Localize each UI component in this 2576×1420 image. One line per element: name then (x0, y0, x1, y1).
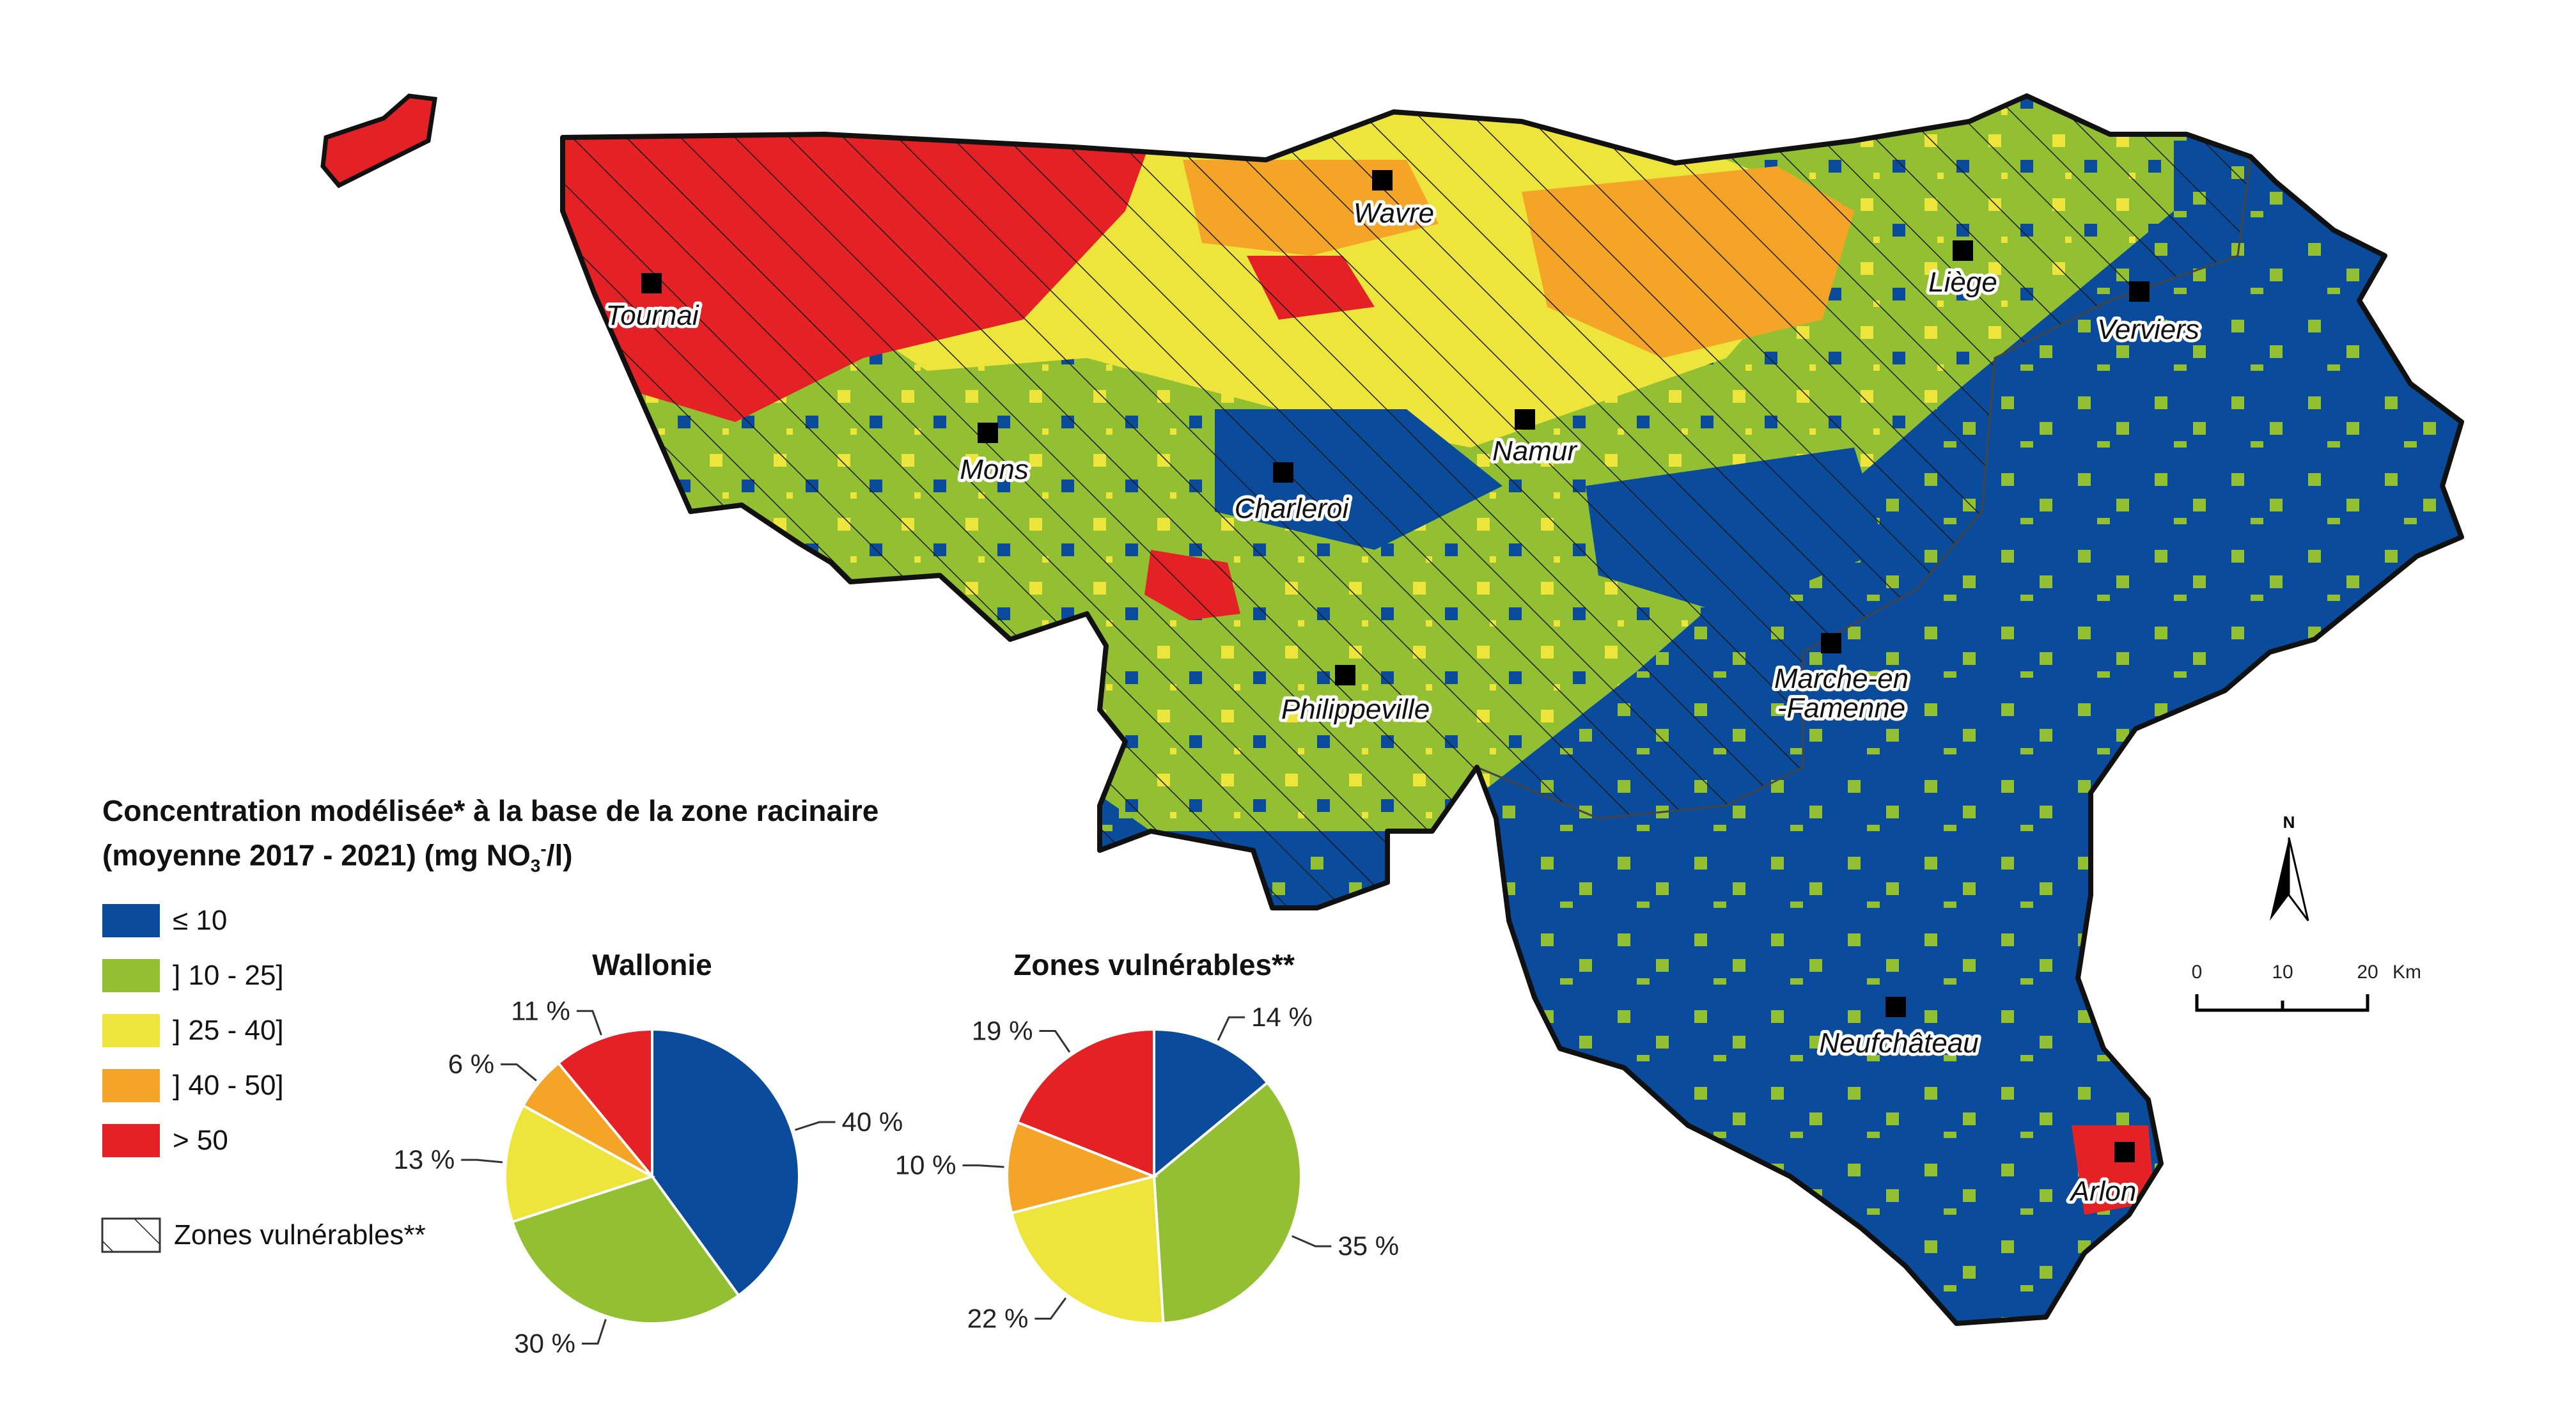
pie-slice-label: 10 % (895, 1150, 956, 1180)
legend-title-line1: Concentration modélisée* à la base de la… (102, 794, 879, 827)
exclave-comines (320, 93, 438, 189)
pie-slice-label: 13 % (393, 1144, 455, 1174)
legend-hatch-swatch (101, 1217, 161, 1253)
legend-title-line2: (moyenne 2017 - 2021) (mg NO3-/l) (102, 830, 878, 886)
pie-leader-line (1217, 1016, 1245, 1042)
city-label-charleroi: Charleroi (1235, 493, 1350, 524)
pie-leader-line (1039, 1030, 1071, 1053)
pie-leader-line (795, 1121, 836, 1131)
scale-tick-0: 0 (2192, 962, 2203, 983)
city-label-arlon: Arlon (2069, 1176, 2137, 1207)
city-label-marche-line2: -Famenne (1777, 692, 1906, 724)
north-arrow-left (2270, 838, 2289, 921)
pie-slice-label: 30 % (514, 1329, 575, 1359)
city-tournai: Tournai (602, 273, 703, 334)
city-label-liege: Liège (1928, 267, 1997, 298)
scale-tick-10: 10 (2272, 962, 2293, 983)
scale-bar: 0 10 20 Km (2192, 962, 2421, 1012)
pie-slice (504, 1104, 656, 1224)
pie-slice-label: 19 % (972, 1016, 1033, 1046)
legend-item-label: ] 25 - 40] (173, 1015, 284, 1046)
legend-swatch (102, 1069, 160, 1102)
legend-item-le10: ≤ 10 (102, 903, 227, 939)
pie-leader-line (501, 1063, 537, 1082)
city-label-tournai: Tournai (605, 300, 699, 331)
city-arlon: Arlon (2066, 1142, 2139, 1210)
pie-slice (556, 1027, 653, 1180)
legend-swatch (102, 959, 160, 992)
legend-item-10-25: ] 10 - 25] (102, 958, 284, 994)
pie-slice (1015, 1027, 1155, 1178)
legend-item-label: ] 10 - 25] (173, 960, 284, 991)
pie-slice (1006, 1120, 1159, 1215)
legend-swatch (102, 1124, 160, 1157)
city-marche: Marche-en-Famenne (1771, 633, 1912, 727)
pie-slice-label: 11 % (511, 995, 570, 1026)
city-philippeville: Philippeville (1278, 665, 1433, 728)
pie-slice-label: 35 % (1338, 1231, 1399, 1261)
city-charleroi: Charleroi (1231, 462, 1352, 527)
pie-leader-line (576, 1010, 602, 1036)
city-label-wavre: Wavre (1354, 198, 1434, 229)
legend-title-prefix: (moyenne 2017 - 2021) (mg NO (102, 838, 531, 872)
pie-title-wallonie: Wallonie (592, 948, 712, 981)
north-arrow: N (2270, 813, 2309, 921)
city-label-neufchateau: Neufchâteau (1819, 1027, 1979, 1059)
pie-leader-line (1292, 1235, 1332, 1247)
city-label-namur: Namur (1492, 435, 1578, 467)
city-mons: Mons (956, 423, 1032, 488)
city-wavre: Wavre (1350, 170, 1437, 232)
city-liege: Liège (1925, 240, 2001, 301)
city-label-marche-line1: Marche-en (1774, 663, 1909, 694)
legend-item-label: > 50 (173, 1125, 228, 1156)
city-label-mons: Mons (960, 454, 1029, 485)
legend-item-25-40: ] 25 - 40] (102, 1013, 284, 1049)
pie-slice (1010, 1174, 1165, 1325)
legend-title-suffix: /l) (546, 838, 573, 872)
north-arrow-label: N (2283, 813, 2295, 832)
pie-slice-label: 6 % (448, 1049, 494, 1079)
legend-item-40-50: ] 40 - 50] (102, 1068, 284, 1104)
pie-slice (1152, 1081, 1303, 1325)
scale-bar-line (2195, 994, 2369, 1012)
pie-leader-line (461, 1159, 503, 1164)
legend-swatch (102, 1014, 160, 1047)
scale-unit: Km (2393, 962, 2421, 983)
pie-chart-zones-vulnerables: Zones vulnérables** 14 % 35 % 22 % 10 % 19 % (895, 948, 1399, 1333)
city-namur: Namur (1489, 409, 1581, 470)
pie-slice-label: 14 % (1251, 1002, 1313, 1032)
pie-slice (510, 1174, 740, 1325)
city-markers: Tournai Wavre Liège Verviers Mons Charle… (602, 170, 2203, 1210)
wallonia-border (560, 93, 2464, 1326)
city-verviers: Verviers (2094, 281, 2203, 348)
pie-title-zones-vulnerables: Zones vulnérables** (1013, 948, 1295, 981)
scale-tick-20: 20 (2357, 962, 2378, 983)
legend-swatch (102, 904, 160, 937)
legend-item-zones-vulnerables: Zones vulnérables** (174, 1217, 426, 1253)
pie-leader-line (962, 1164, 1004, 1168)
legend-title: Concentration modélisée* à la base de la… (102, 792, 878, 886)
legend-item-label: ] 40 - 50] (173, 1070, 284, 1101)
legend-item-label: Zones vulnérables** (174, 1219, 426, 1251)
city-label-verviers: Verviers (2097, 314, 2199, 345)
legend-title-superscript: - (540, 839, 547, 859)
legend-title-subscript: 3 (530, 855, 541, 876)
pie-slice-label: 40 % (842, 1107, 903, 1137)
city-neufchateau: Neufchâteau (1816, 997, 1982, 1062)
pie-leader-line (1034, 1297, 1067, 1320)
legend-item-label: ≤ 10 (173, 905, 228, 936)
pie-leader-line (582, 1319, 607, 1345)
pie-slice-label: 22 % (967, 1303, 1029, 1333)
pie-slice (651, 1027, 800, 1297)
city-label-philippeville: Philippeville (1281, 694, 1430, 725)
legend-item-gt50: > 50 (102, 1123, 228, 1159)
north-arrow-right (2288, 837, 2309, 921)
pie-slice (1153, 1027, 1270, 1180)
pie-chart-wallonie: Wallonie 40 % 30 % 13 % 6 % 11 % (393, 948, 903, 1359)
